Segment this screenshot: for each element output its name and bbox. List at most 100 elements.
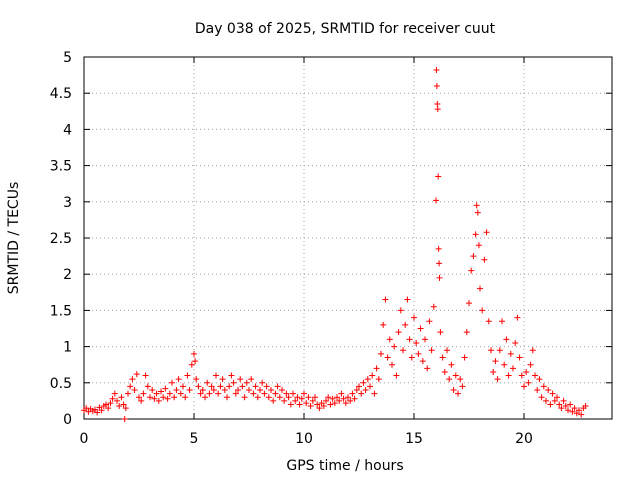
data-point bbox=[463, 329, 470, 336]
data-point bbox=[450, 387, 457, 394]
data-point bbox=[475, 242, 482, 249]
data-point bbox=[558, 405, 565, 412]
data-point bbox=[551, 397, 558, 404]
y-tick-label: 2.5 bbox=[50, 231, 72, 247]
data-point bbox=[320, 402, 327, 409]
data-point bbox=[133, 371, 140, 378]
data-point bbox=[455, 390, 461, 397]
data-point bbox=[191, 350, 197, 357]
y-tick-label: 0.5 bbox=[50, 376, 72, 392]
data-point bbox=[122, 405, 129, 412]
data-point bbox=[153, 390, 160, 397]
y-tick-label: 0 bbox=[63, 412, 72, 428]
data-point bbox=[435, 245, 442, 252]
data-point bbox=[193, 376, 200, 383]
data-point bbox=[230, 379, 237, 386]
data-point bbox=[452, 372, 459, 379]
data-point bbox=[384, 354, 391, 361]
data-point bbox=[349, 390, 356, 397]
data-point bbox=[560, 397, 567, 404]
data-point bbox=[444, 347, 450, 354]
data-point bbox=[490, 368, 497, 375]
data-point bbox=[430, 303, 437, 310]
data-point bbox=[540, 383, 547, 390]
data-point bbox=[276, 394, 283, 401]
data-point bbox=[294, 394, 301, 401]
data-point bbox=[169, 379, 175, 386]
data-point bbox=[367, 383, 373, 390]
y-tick-label: 4 bbox=[63, 122, 72, 138]
data-point bbox=[312, 394, 318, 401]
data-point bbox=[136, 394, 142, 401]
data-point bbox=[199, 387, 206, 394]
data-point bbox=[208, 383, 215, 390]
data-point bbox=[556, 401, 563, 408]
data-point bbox=[175, 376, 182, 383]
data-point bbox=[527, 361, 534, 368]
data-point bbox=[184, 372, 191, 379]
data-point bbox=[474, 209, 481, 216]
data-point bbox=[283, 390, 290, 397]
data-point bbox=[512, 339, 519, 346]
data-point bbox=[503, 336, 510, 343]
data-point bbox=[549, 390, 556, 397]
data-point bbox=[408, 354, 415, 361]
data-point bbox=[364, 376, 371, 383]
data-point bbox=[466, 300, 472, 307]
data-point bbox=[435, 173, 442, 180]
data-point bbox=[224, 394, 230, 401]
data-point bbox=[336, 397, 343, 404]
data-point bbox=[468, 267, 475, 274]
data-point bbox=[334, 394, 340, 401]
data-point bbox=[342, 400, 349, 407]
data-point bbox=[428, 347, 435, 354]
data-point bbox=[569, 408, 576, 415]
data-point bbox=[329, 395, 336, 402]
data-point bbox=[496, 347, 503, 354]
data-point bbox=[446, 376, 453, 383]
data-point bbox=[263, 383, 270, 390]
data-point bbox=[202, 394, 208, 401]
data-point bbox=[127, 383, 134, 390]
data-point bbox=[265, 394, 272, 401]
chart-title: Day 038 of 2025, SRMTID for receiver cuu… bbox=[195, 21, 496, 37]
data-point bbox=[114, 397, 120, 404]
data-point bbox=[538, 394, 545, 401]
x-tick-label: 20 bbox=[515, 431, 533, 447]
data-point bbox=[373, 365, 380, 372]
data-point bbox=[400, 347, 406, 354]
data-point bbox=[439, 354, 446, 361]
data-point bbox=[142, 372, 149, 379]
data-point bbox=[309, 397, 316, 404]
data-point bbox=[250, 390, 257, 397]
data-point bbox=[340, 395, 347, 402]
data-point bbox=[125, 390, 131, 397]
data-point bbox=[243, 379, 250, 386]
data-point bbox=[386, 336, 393, 343]
data-point bbox=[246, 387, 252, 394]
data-point bbox=[323, 397, 329, 404]
data-point bbox=[525, 379, 532, 386]
data-point bbox=[391, 343, 398, 350]
data-point bbox=[578, 411, 585, 418]
data-point bbox=[426, 318, 433, 325]
data-point bbox=[138, 397, 145, 404]
data-point bbox=[279, 387, 285, 394]
data-point bbox=[254, 394, 261, 401]
data-point bbox=[494, 376, 501, 383]
data-point bbox=[140, 390, 147, 397]
data-point bbox=[536, 376, 543, 383]
data-point bbox=[186, 387, 193, 394]
data-point bbox=[523, 368, 530, 375]
data-point bbox=[360, 379, 367, 386]
data-point bbox=[543, 397, 549, 404]
data-point bbox=[492, 358, 499, 365]
data-point bbox=[562, 402, 569, 409]
data-point bbox=[483, 229, 490, 236]
data-point bbox=[257, 387, 263, 394]
data-point bbox=[268, 387, 274, 394]
y-tick-label: 4.5 bbox=[50, 86, 72, 102]
data-point bbox=[94, 409, 101, 416]
data-point bbox=[164, 395, 171, 402]
data-point bbox=[353, 387, 360, 394]
